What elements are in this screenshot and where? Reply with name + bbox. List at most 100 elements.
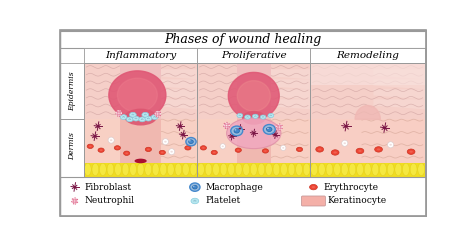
Ellipse shape — [201, 146, 207, 150]
Circle shape — [128, 119, 129, 120]
Polygon shape — [259, 79, 310, 89]
Ellipse shape — [159, 150, 165, 155]
Ellipse shape — [202, 147, 205, 149]
Ellipse shape — [331, 150, 339, 155]
Circle shape — [277, 125, 279, 127]
Ellipse shape — [191, 198, 199, 204]
Circle shape — [169, 149, 175, 155]
Circle shape — [262, 117, 263, 118]
Circle shape — [141, 119, 142, 120]
Ellipse shape — [274, 134, 277, 136]
Ellipse shape — [237, 149, 240, 151]
Circle shape — [73, 201, 75, 203]
Circle shape — [142, 118, 143, 119]
Bar — [60, 63, 84, 177]
Circle shape — [263, 116, 264, 117]
Circle shape — [279, 127, 282, 129]
Ellipse shape — [245, 115, 250, 119]
Ellipse shape — [282, 147, 284, 149]
Ellipse shape — [93, 135, 97, 137]
FancyBboxPatch shape — [301, 196, 326, 206]
Circle shape — [153, 117, 155, 118]
Circle shape — [119, 113, 121, 116]
Bar — [197, 63, 310, 177]
Circle shape — [143, 119, 144, 120]
Bar — [84, 63, 197, 177]
Ellipse shape — [179, 125, 182, 127]
Ellipse shape — [234, 129, 239, 133]
Ellipse shape — [333, 152, 337, 153]
Circle shape — [124, 117, 125, 118]
Ellipse shape — [288, 163, 295, 176]
Circle shape — [155, 111, 161, 117]
Ellipse shape — [205, 163, 212, 176]
Ellipse shape — [260, 115, 266, 119]
Ellipse shape — [235, 148, 241, 152]
Ellipse shape — [139, 117, 146, 122]
Ellipse shape — [100, 149, 102, 151]
Circle shape — [255, 116, 256, 117]
Circle shape — [227, 123, 229, 125]
Ellipse shape — [334, 163, 340, 176]
Ellipse shape — [296, 147, 302, 152]
Bar — [310, 119, 425, 163]
Ellipse shape — [87, 144, 93, 149]
Ellipse shape — [264, 124, 275, 134]
Ellipse shape — [402, 163, 410, 176]
Polygon shape — [118, 78, 157, 112]
Ellipse shape — [312, 186, 315, 188]
Ellipse shape — [311, 163, 318, 176]
Circle shape — [227, 126, 229, 128]
Ellipse shape — [316, 147, 324, 152]
Circle shape — [75, 199, 77, 201]
Circle shape — [277, 127, 279, 129]
Polygon shape — [120, 119, 161, 163]
Text: Epidermis: Epidermis — [68, 72, 76, 112]
Ellipse shape — [318, 148, 321, 151]
Ellipse shape — [377, 148, 380, 151]
Ellipse shape — [264, 150, 267, 152]
Polygon shape — [146, 79, 197, 89]
Ellipse shape — [190, 183, 200, 191]
Ellipse shape — [213, 152, 216, 153]
Circle shape — [246, 117, 247, 118]
Ellipse shape — [98, 148, 104, 152]
Bar — [310, 63, 425, 177]
Ellipse shape — [193, 186, 194, 187]
Circle shape — [145, 114, 146, 115]
Ellipse shape — [124, 109, 157, 125]
Text: Macrophage: Macrophage — [206, 183, 264, 192]
Ellipse shape — [84, 163, 91, 176]
Ellipse shape — [114, 146, 120, 150]
Ellipse shape — [182, 134, 185, 136]
Ellipse shape — [235, 129, 237, 131]
Circle shape — [254, 116, 255, 117]
Ellipse shape — [344, 125, 348, 127]
Circle shape — [276, 124, 283, 130]
Bar — [310, 63, 425, 85]
Circle shape — [279, 125, 282, 127]
Ellipse shape — [410, 151, 413, 153]
Circle shape — [155, 114, 158, 116]
Ellipse shape — [100, 163, 106, 176]
Circle shape — [117, 111, 119, 113]
Ellipse shape — [281, 163, 287, 176]
Circle shape — [136, 118, 137, 119]
Circle shape — [135, 118, 136, 119]
Ellipse shape — [145, 163, 152, 176]
Bar — [84, 63, 197, 177]
Circle shape — [194, 200, 195, 201]
Polygon shape — [228, 72, 279, 119]
Circle shape — [117, 113, 119, 116]
Text: Phases of wound healing: Phases of wound healing — [164, 33, 321, 46]
Ellipse shape — [250, 163, 257, 176]
Polygon shape — [237, 81, 270, 111]
Ellipse shape — [258, 163, 264, 176]
Ellipse shape — [380, 163, 386, 176]
Ellipse shape — [96, 125, 100, 127]
Ellipse shape — [220, 163, 227, 176]
Ellipse shape — [185, 146, 191, 150]
Ellipse shape — [116, 147, 119, 149]
Circle shape — [158, 112, 160, 114]
Circle shape — [270, 115, 271, 116]
